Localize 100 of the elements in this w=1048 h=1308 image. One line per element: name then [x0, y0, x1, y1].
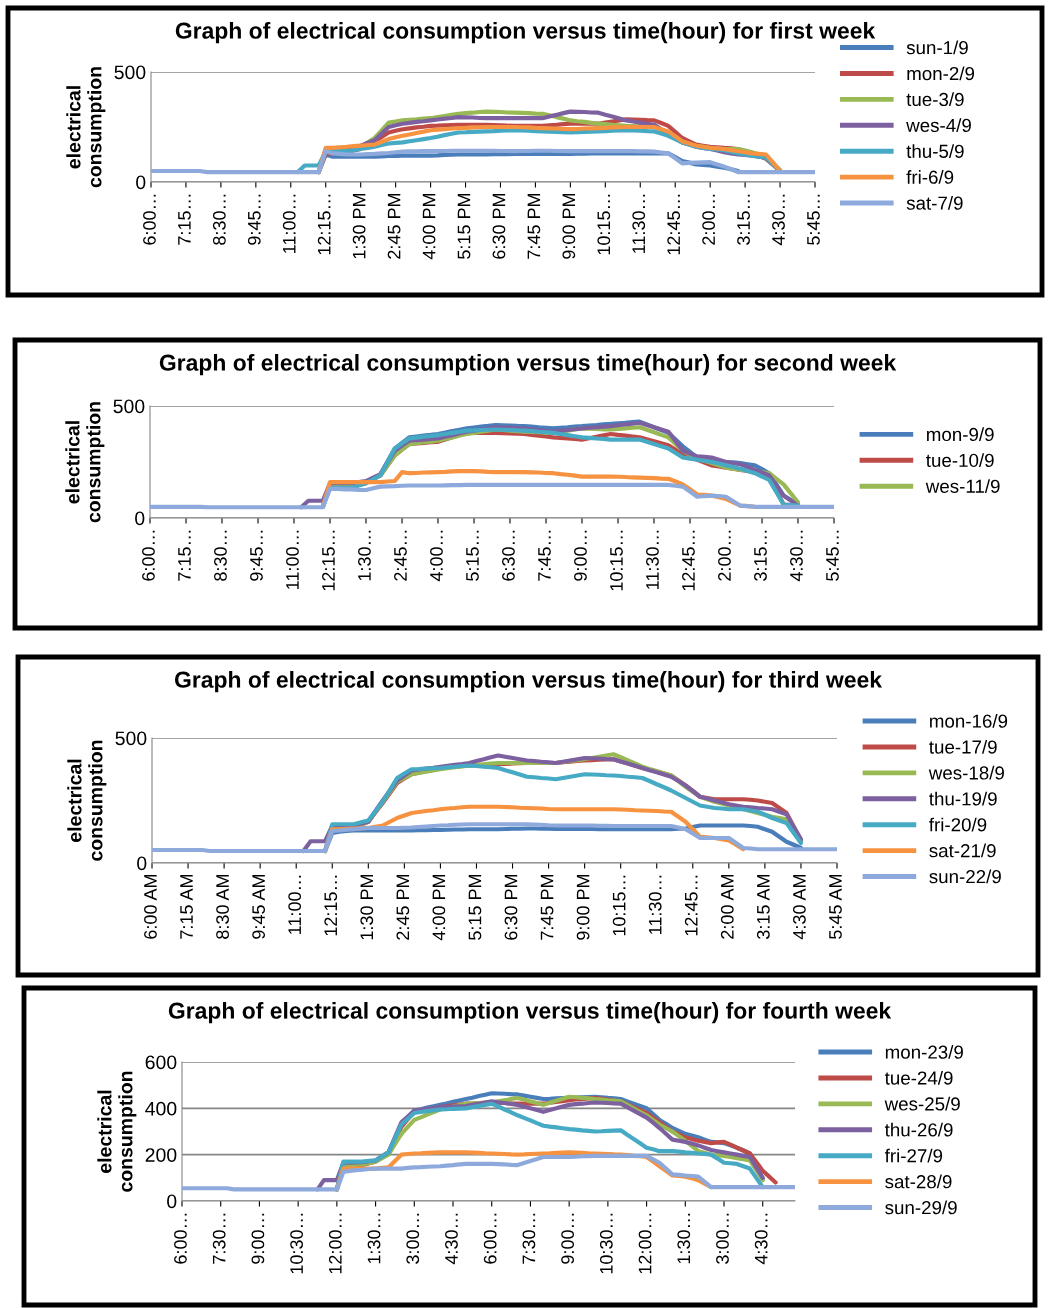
legend-label: wes-4/9 — [906, 118, 971, 133]
legend-label: mon-16/9 — [930, 714, 1008, 728]
line-series — [151, 148, 815, 175]
x-tick-label: 4:30… — [445, 1213, 458, 1265]
x-tick-label: 1:30… — [677, 1213, 691, 1264]
x-tick-label: 1:30… — [358, 530, 371, 581]
x-tick-label: 11:30… — [632, 194, 646, 253]
x-tick-label: 6:30 PM — [492, 193, 506, 259]
x-tick-label: 4:30… — [772, 194, 785, 246]
x-tick-label: 12:00… — [638, 1213, 652, 1274]
x-tick-label: 3:00… — [406, 1213, 420, 1264]
x-tick-label: 12:15… — [324, 875, 338, 936]
x-tick-label: 4:30… — [754, 1213, 768, 1265]
x-tick-label: 4:00 PM — [432, 874, 446, 941]
chart-title: Graph of electrical consumption versus time(hour) for second week — [159, 354, 897, 376]
x-tick-label: 3:15… — [737, 194, 750, 245]
y-tick-label: 0 — [137, 856, 147, 871]
x-tick-label: 5:45… — [826, 530, 839, 581]
x-tick-label: 11:00… — [288, 875, 302, 934]
x-tick-label: 3:15… — [754, 530, 767, 581]
chart-title: Graph of electrical consumption versus time(hour) for fourth week — [168, 1002, 892, 1024]
x-tick-label: 12:15… — [322, 530, 335, 591]
legend-label: sat-28/9 — [885, 1174, 952, 1189]
x-tick-label: 7:30… — [212, 1213, 226, 1264]
x-tick-label: 4:00… — [430, 530, 443, 582]
x-tick-label: 9:00 PM — [562, 193, 576, 259]
x-tick-label: 2:45 PM — [387, 193, 401, 259]
y-axis-title: electrical consumption — [97, 1071, 137, 1192]
legend-label: mon-2/9 — [907, 66, 975, 81]
x-tick-label: 1:30 PM — [352, 193, 366, 259]
y-tick-label: 0 — [167, 1194, 177, 1209]
x-tick-label: 10:30… — [599, 1213, 613, 1274]
x-tick-label: 9:45… — [247, 194, 261, 245]
legend-label: thu-5/9 — [906, 144, 964, 158]
x-tick-label: 12:00… — [328, 1213, 342, 1274]
legend-label: tue-10/9 — [926, 453, 994, 468]
x-tick-label: 12:15… — [317, 194, 331, 255]
x-tick-label: 5:45 AM — [829, 874, 842, 939]
x-tick-label: 1:30… — [367, 1213, 381, 1264]
y-axis-title: electrical consumption — [66, 67, 106, 188]
x-tick-label: 2:45… — [394, 530, 407, 581]
legend-label: thu-26/9 — [884, 1122, 953, 1137]
x-tick-label: 9:00… — [561, 1213, 574, 1264]
legend-label: sat-21/9 — [929, 843, 996, 858]
line-series — [182, 1153, 795, 1192]
x-tick-label: 2:00… — [718, 530, 731, 581]
line-series — [152, 822, 837, 854]
x-tick-label: 6:30 PM — [504, 874, 518, 940]
legend-label: wes-11/9 — [925, 479, 1000, 493]
chart-title: Graph of electrical consumption versus time(hour) for first week — [175, 22, 876, 44]
x-tick-label: 6:00… — [483, 1213, 497, 1264]
x-tick-label: 1:30 PM — [360, 874, 374, 940]
y-tick-label: 0 — [135, 511, 145, 526]
y-tick-label: 200 — [145, 1148, 177, 1162]
x-tick-label: 6:00… — [174, 1213, 187, 1264]
chart-title: Graph of electrical consumption versus time(hour) for third week — [174, 671, 883, 693]
legend-label: sun-1/9 — [906, 40, 968, 55]
x-tick-label: 7:30… — [522, 1213, 536, 1264]
x-tick-label: 2:00… — [702, 194, 715, 245]
x-tick-label: 7:15… — [178, 530, 191, 581]
legend-label: thu-19/9 — [929, 791, 997, 806]
x-tick-label: 6:00… — [142, 530, 155, 581]
x-tick-label: 9:45… — [250, 530, 263, 581]
legend-label: sat-7/9 — [906, 196, 963, 210]
legend-label: mon-23/9 — [885, 1045, 963, 1059]
legend-label: wes-25/9 — [884, 1096, 960, 1111]
x-tick-label: 4:00 PM — [422, 193, 436, 260]
legend-label: fri-20/9 — [929, 817, 987, 832]
x-tick-label: 7:15… — [178, 194, 191, 245]
x-tick-label: 10:15… — [610, 530, 623, 591]
x-tick-label: 9:00… — [251, 1213, 265, 1264]
y-tick-label: 500 — [115, 731, 147, 746]
x-tick-label: 9:00 PM — [576, 874, 590, 940]
x-tick-label: 9:45 AM — [252, 874, 265, 939]
x-tick-label: 12:45… — [682, 530, 695, 591]
x-tick-label: 6:00… — [143, 194, 156, 245]
x-tick-label: 7:45… — [538, 530, 551, 581]
x-tick-label: 4:30 AM — [793, 874, 806, 940]
x-tick-label: 7:45 PM — [527, 193, 541, 259]
y-tick-label: 600 — [145, 1055, 177, 1070]
x-tick-label: 12:45… — [684, 875, 698, 936]
x-tick-label: 7:45 PM — [540, 874, 554, 940]
x-tick-label: 9:00… — [574, 530, 587, 581]
x-tick-label: 3:00… — [716, 1213, 729, 1264]
x-tick-label: 2:45 PM — [396, 874, 410, 940]
x-tick-label: 10:15… — [612, 875, 626, 936]
x-tick-label: 11:30… — [646, 530, 659, 589]
x-tick-label: 4:30… — [790, 530, 803, 582]
legend-label: tue-24/9 — [884, 1070, 953, 1085]
y-tick-label: 500 — [114, 65, 146, 80]
x-tick-label: 5:15… — [466, 530, 479, 581]
x-tick-label: 12:45… — [667, 194, 681, 255]
legend-label: tue-3/9 — [906, 92, 964, 107]
y-tick-label: 400 — [145, 1101, 177, 1116]
legend-label: wes-18/9 — [928, 765, 1004, 780]
x-tick-label: 5:15 PM — [457, 193, 471, 259]
legend-label: fri-27/9 — [884, 1148, 943, 1163]
x-tick-label: 7:15 AM — [180, 874, 193, 939]
legend-label: sun-29/9 — [885, 1200, 957, 1215]
legend-label: sun-22/9 — [929, 869, 1001, 884]
